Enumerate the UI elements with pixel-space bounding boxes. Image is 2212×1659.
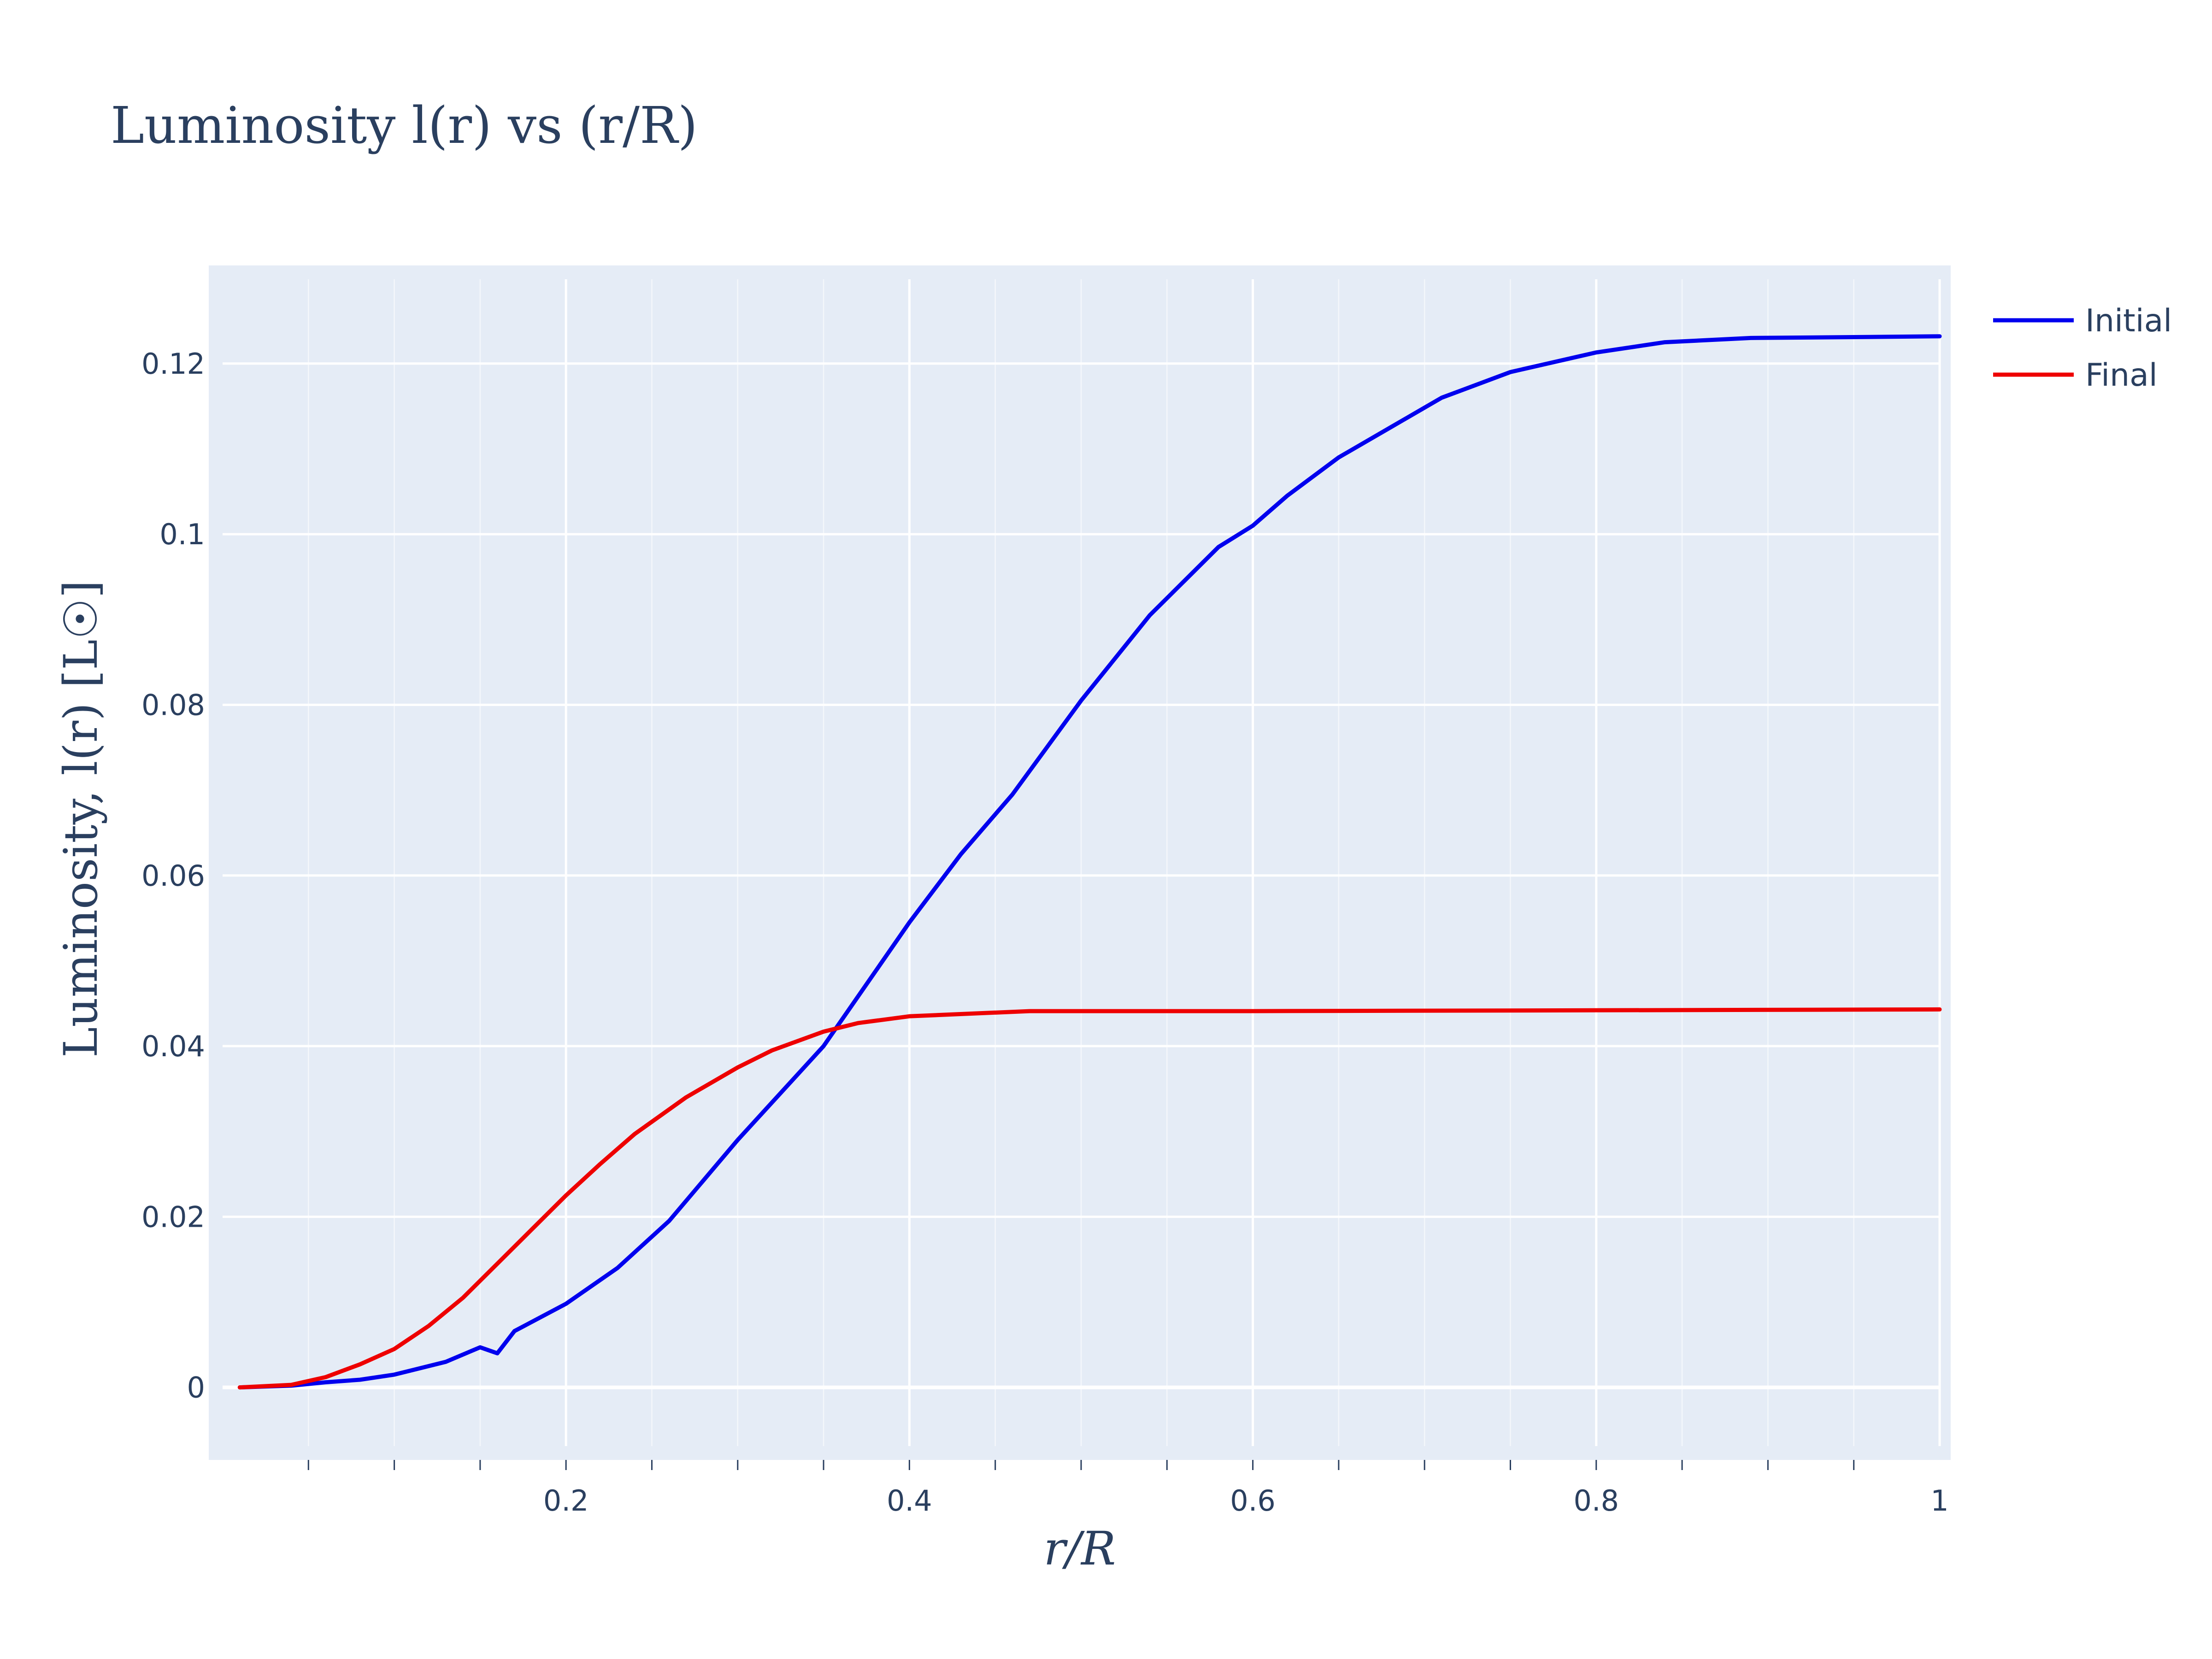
y-axis-title: Luminosity, l(r) [L☉] xyxy=(54,580,108,1058)
x-axis-title: r/R xyxy=(1044,1522,1116,1576)
legend: Initial Final xyxy=(1993,303,2172,394)
y-tick-label: 0.06 xyxy=(141,859,205,893)
series-line-final xyxy=(237,1007,1942,1390)
x-tick-label: 0.4 xyxy=(887,1484,932,1518)
x-tick-label: 1 xyxy=(1930,1484,1948,1518)
y-tick-label: 0.12 xyxy=(141,347,205,381)
plot-area xyxy=(209,265,1951,1460)
chart-title: Luminosity l(r) vs (r/R) xyxy=(111,96,698,155)
grid xyxy=(223,279,1941,1446)
y-tick-label: 0.08 xyxy=(141,688,205,722)
legend-label-final: Final xyxy=(2085,357,2158,394)
series-lines xyxy=(237,334,1942,1390)
x-tick-label: 0.6 xyxy=(1230,1484,1276,1518)
x-tick-label: 0.2 xyxy=(543,1484,589,1518)
y-tick-label: 0.1 xyxy=(159,518,205,551)
legend-label-initial: Initial xyxy=(2085,303,2172,339)
x-tick-label: 0.8 xyxy=(1573,1484,1619,1518)
axis-ticks xyxy=(307,1460,1855,1470)
y-tick-label: 0.04 xyxy=(141,1030,205,1063)
series-line-initial xyxy=(237,334,1942,1390)
tick-labels: 0.2 0.4 0.6 0.8 1 0 0.02 0.04 0.06 0.08 0.1 0.12 xyxy=(141,347,1949,1518)
y-tick-label: 0.02 xyxy=(141,1200,205,1234)
y-tick-label: 0 xyxy=(187,1371,205,1405)
